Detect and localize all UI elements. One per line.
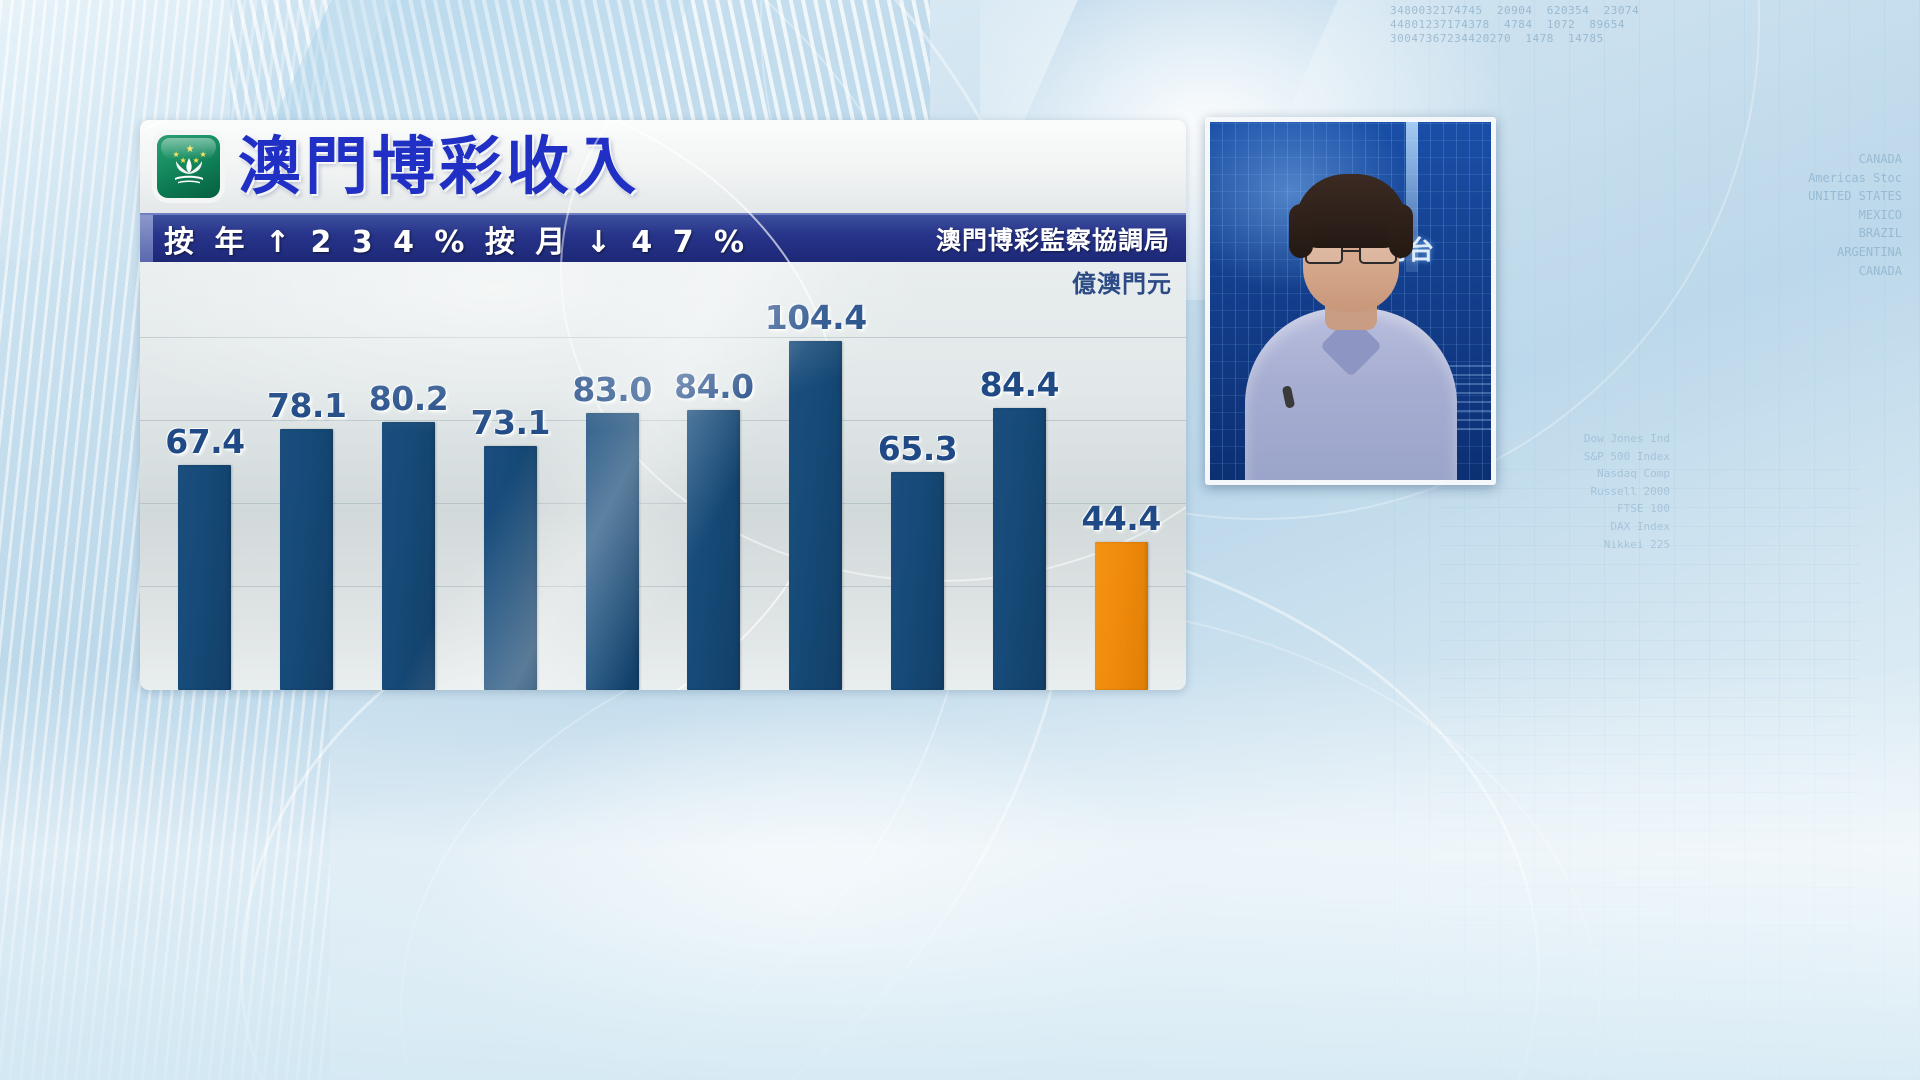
bar-slot: 67.4 bbox=[154, 262, 256, 690]
bar-value-label: 84.0 bbox=[674, 367, 754, 406]
bar-rect bbox=[381, 422, 435, 690]
news-anchor-video-inset[interactable]: 聞台 bbox=[1205, 117, 1496, 485]
bar-rect bbox=[280, 429, 334, 690]
stat-band: 按 年 ↑ 2 3 4 % 按 月 ↓ 4 7 % 澳門博彩監察協調局 bbox=[140, 213, 1186, 262]
bar-rect bbox=[1094, 542, 1148, 690]
bar-series: 67.4 78.1 80.2 73.1 83.0 84.0 104.4 65.3 84.4 44.… bbox=[140, 262, 1186, 690]
flag-stars: ★ ★ ★ ★ ★ bbox=[169, 144, 209, 165]
bar-rect bbox=[789, 341, 843, 690]
star-icon: ★ bbox=[172, 150, 180, 159]
backdrop-ticker-top: 3480032174745 20904 620354 23074 4480123… bbox=[1390, 4, 1640, 45]
bar-slot: 80.2 bbox=[358, 262, 460, 690]
unit-label: 億澳門元 bbox=[1072, 270, 1172, 298]
bar-slot: 65.3 bbox=[867, 262, 969, 690]
bar-rect bbox=[178, 465, 232, 690]
bar-value-label: 104.4 bbox=[764, 298, 867, 337]
bar-rect bbox=[483, 446, 537, 690]
lotus-icon bbox=[174, 157, 203, 184]
backdrop-ticker-right: CANADA Americas Stoc UNITED STATES MEXIC… bbox=[1808, 152, 1902, 278]
bar-slot: 84.4 bbox=[968, 262, 1070, 690]
bar-rect bbox=[687, 410, 741, 690]
bar-slot: 104.4 bbox=[765, 262, 867, 690]
bar-rect bbox=[992, 408, 1046, 690]
anchor-hair bbox=[1288, 174, 1413, 258]
bar-value-label: 78.1 bbox=[266, 386, 347, 425]
star-icon: ★ bbox=[199, 150, 207, 159]
bar-value-label: 44.4 bbox=[1081, 499, 1161, 538]
star-icon: ★ bbox=[185, 144, 195, 155]
change-stats: 按 年 ↑ 2 3 4 % 按 月 ↓ 4 7 % bbox=[164, 224, 750, 260]
plot-area: 億澳門元 67.4 78.1 80.2 73.1 83.0 84.0 104.4 65.3 84… bbox=[140, 120, 1186, 690]
macau-flag-icon: ★ ★ ★ ★ ★ bbox=[157, 135, 220, 198]
page-title: 澳門博彩收入 bbox=[238, 130, 640, 203]
data-source-label: 澳門博彩監察協調局 bbox=[935, 225, 1170, 255]
bar-value-label: 65.3 bbox=[877, 429, 958, 468]
bar-slot: 78.1 bbox=[256, 262, 358, 690]
bar-slot: 84.0 bbox=[663, 262, 765, 690]
bar-value-label: 84.4 bbox=[979, 365, 1060, 404]
bar-value-label: 67.4 bbox=[165, 422, 245, 461]
gaming-revenue-chart-panel: ★ ★ ★ ★ ★ 澳門博彩收入 按 年 ↑ 2 3 4 % 按 月 ↓ 4 7… bbox=[140, 120, 1186, 690]
bar-value-label: 73.1 bbox=[470, 403, 551, 442]
backdrop-lower-wash bbox=[0, 660, 1920, 1080]
bar-slot: 83.0 bbox=[561, 262, 663, 690]
bar-value-label: 80.2 bbox=[368, 379, 449, 418]
glasses-bridge bbox=[1342, 250, 1359, 252]
star-icon: ★ bbox=[192, 156, 200, 165]
backdrop-ticker-right-2: Dow Jones Ind S&P 500 Index Nasdaq Comp … bbox=[1583, 432, 1670, 551]
bar-value-label: 83.0 bbox=[572, 370, 652, 409]
bar-rect bbox=[585, 413, 639, 690]
star-icon: ★ bbox=[179, 156, 187, 165]
bar-rect bbox=[890, 472, 944, 690]
bar-slot: 44.4 bbox=[1070, 262, 1172, 690]
panel-header: ★ ★ ★ ★ ★ 澳門博彩收入 bbox=[140, 120, 1186, 213]
bar-slot: 73.1 bbox=[459, 262, 561, 690]
